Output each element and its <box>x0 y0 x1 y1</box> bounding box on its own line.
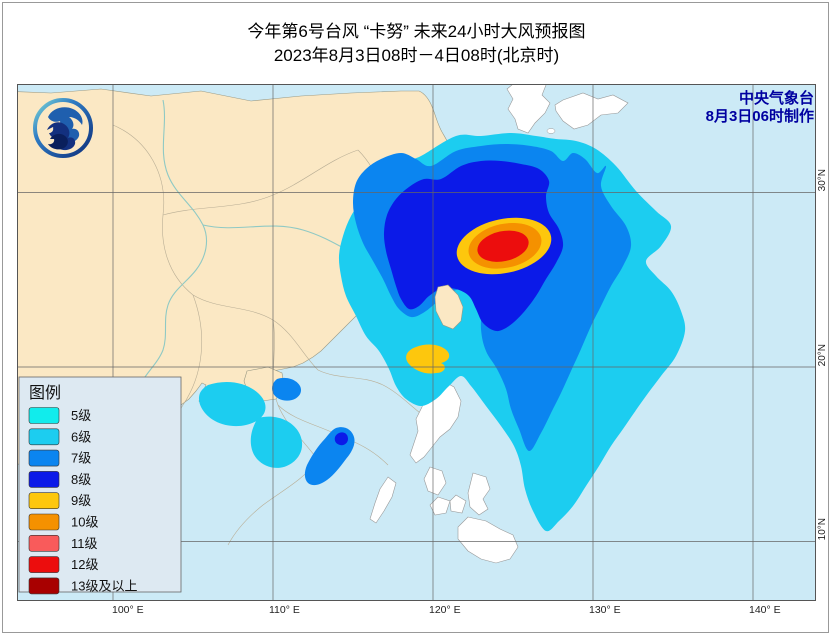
svg-text:8级: 8级 <box>71 472 91 487</box>
svg-text:5级: 5级 <box>71 408 91 423</box>
svg-text:8月3日06时制作: 8月3日06时制作 <box>706 107 814 125</box>
svg-text:中央气象台: 中央气象台 <box>739 89 814 107</box>
svg-text:13级及以上: 13级及以上 <box>71 578 137 593</box>
svg-text:图例: 图例 <box>29 384 61 402</box>
svg-text:6级: 6级 <box>71 429 91 444</box>
svg-text:7级: 7级 <box>71 451 91 466</box>
svg-text:9级: 9级 <box>71 493 91 508</box>
svg-text:10级: 10级 <box>71 515 98 530</box>
svg-text:12级: 12级 <box>71 557 98 572</box>
svg-text:11级: 11级 <box>71 536 98 551</box>
